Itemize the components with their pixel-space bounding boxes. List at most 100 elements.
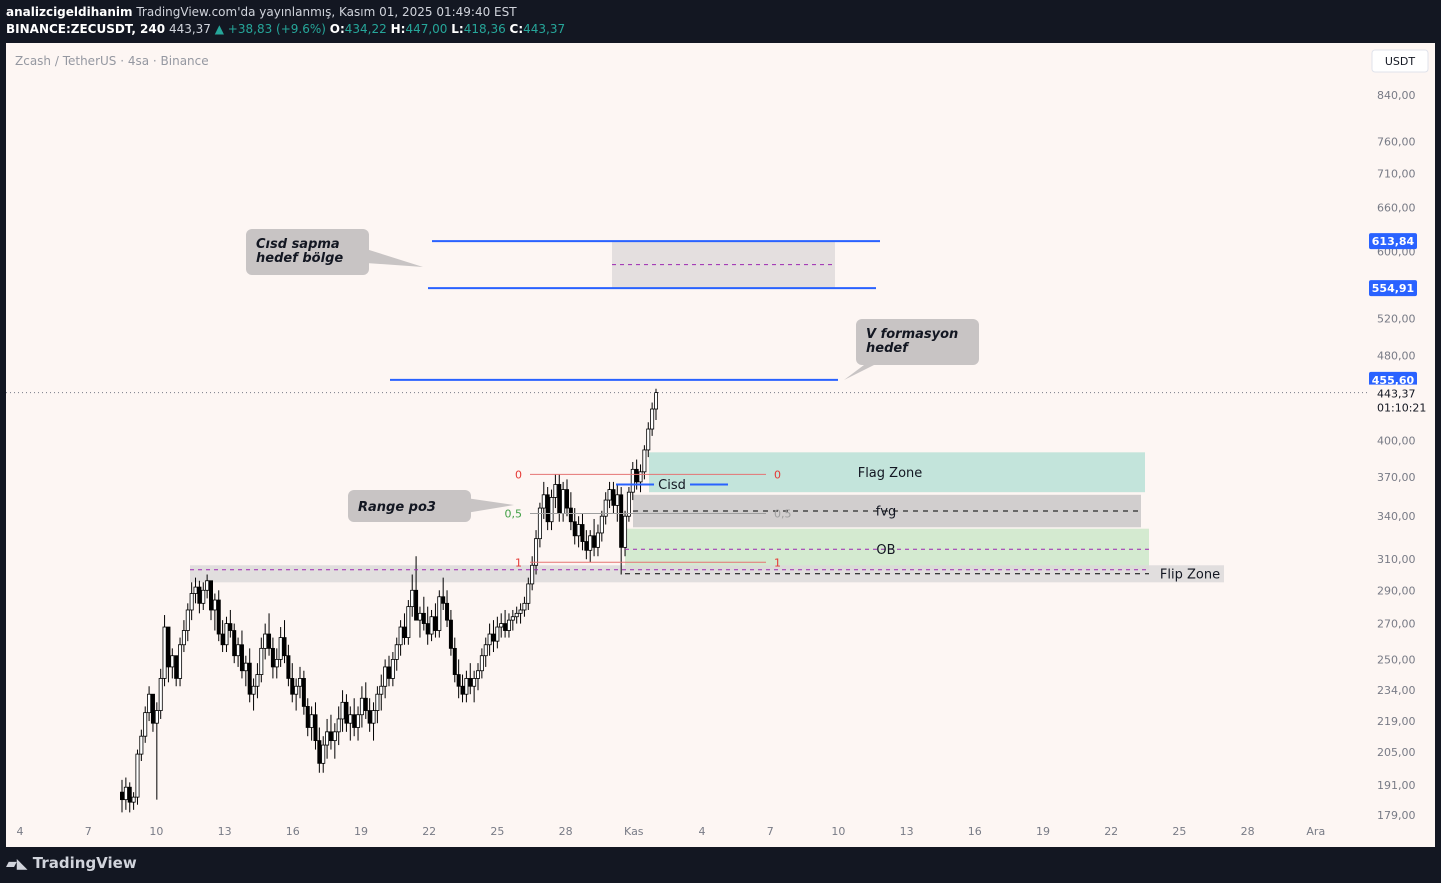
candle-body [588, 535, 593, 551]
fib-label-right: 0 [774, 468, 781, 481]
candle [321, 736, 326, 773]
candle-body [394, 644, 399, 660]
candle-body [522, 602, 527, 611]
last-price-bg [1369, 384, 1423, 417]
candle-body [541, 494, 546, 509]
candle-body [135, 753, 140, 798]
candle [212, 593, 217, 631]
candle-body [592, 535, 597, 548]
candle [580, 513, 585, 551]
x-tick-label: 10 [831, 825, 845, 838]
x-tick-label: 16 [968, 825, 982, 838]
candle [239, 630, 244, 679]
x-tick-label: 7 [85, 825, 92, 838]
candle [263, 623, 268, 660]
candle-body [325, 731, 330, 746]
countdown-label: 01:10:21 [1377, 402, 1426, 415]
candle-body [650, 408, 655, 430]
x-tick-label: 16 [286, 825, 300, 838]
candle-body [584, 541, 589, 551]
x-tick-label: 25 [1172, 825, 1186, 838]
candle [301, 670, 306, 715]
candle-body [278, 637, 283, 660]
candle [309, 706, 314, 741]
candle-body [363, 697, 368, 711]
high-label: H: [390, 22, 406, 36]
currency-label[interactable]: USDT [1385, 55, 1416, 68]
candle-body [150, 693, 155, 724]
candle-body [228, 623, 233, 631]
candle [274, 648, 279, 679]
candle [185, 603, 190, 642]
candle [417, 606, 422, 638]
candle-body [506, 619, 511, 631]
candle [626, 487, 631, 522]
candle [452, 637, 457, 683]
y-tick-label: 660,00 [1377, 201, 1416, 214]
price-badge-label: 613,84 [1372, 235, 1415, 248]
price-badge-bg [1369, 233, 1417, 250]
price-badge: 554,91 [1369, 280, 1417, 297]
candle-body [263, 633, 268, 649]
candle [534, 530, 539, 575]
candle [646, 422, 651, 458]
candle [549, 489, 554, 531]
candle [348, 706, 353, 741]
candle [619, 487, 624, 575]
candle-body [286, 655, 291, 679]
candle [325, 718, 330, 759]
currency-button[interactable] [1371, 49, 1429, 73]
candle [344, 694, 349, 732]
candle [363, 682, 368, 719]
candle-body [576, 524, 581, 537]
open-label: O: [329, 22, 345, 36]
candle-body [189, 593, 194, 611]
candle-body [615, 494, 620, 506]
tradingview-logo-icon: ▰◣ [6, 856, 28, 872]
candle [166, 626, 171, 683]
candle-body [305, 706, 310, 728]
y-tick-label: 290,00 [1377, 584, 1416, 597]
candle [282, 620, 287, 664]
candle-body [654, 392, 659, 410]
candle [189, 582, 194, 621]
candle-body [448, 619, 453, 649]
price-chart[interactable]: Zcash / TetherUS · 4sa · Binance USDT Fl… [6, 43, 1435, 847]
candle-body [270, 647, 275, 668]
candle-body [561, 489, 566, 514]
candle-body [356, 714, 361, 728]
candle [123, 777, 128, 810]
candle-body [212, 599, 217, 611]
candle-body [201, 589, 206, 604]
candle [267, 613, 272, 656]
callout-box [246, 229, 369, 275]
candle [541, 481, 546, 519]
candle-body [290, 678, 295, 695]
y-tick-label: 370,00 [1377, 471, 1416, 484]
candle-body [626, 491, 631, 517]
candle-body [553, 484, 558, 498]
candle [232, 623, 237, 664]
candle [356, 706, 361, 741]
candle [197, 580, 202, 614]
candle [607, 481, 612, 509]
candle-body [638, 471, 643, 483]
candle [131, 792, 136, 810]
change-value: ▲ +38,83 (+9.6%) [214, 22, 326, 36]
candle-body [568, 507, 573, 523]
chart-area[interactable]: Zcash / TetherUS · 4sa · Binance USDT Fl… [6, 43, 1435, 847]
candle-body [127, 786, 132, 803]
candle-body [220, 633, 225, 646]
close-value: 443,37 [523, 22, 566, 36]
low-label: L: [451, 22, 464, 36]
x-tick-label: 22 [1104, 825, 1118, 838]
candle-body [646, 428, 651, 451]
candle [139, 729, 144, 762]
published-info: TradingView.com'da yayınlanmış, Kasım 01… [136, 5, 517, 19]
candle-body [499, 623, 504, 628]
candle-body [344, 701, 349, 724]
open-value: 434,22 [344, 22, 387, 36]
candle [201, 582, 206, 610]
